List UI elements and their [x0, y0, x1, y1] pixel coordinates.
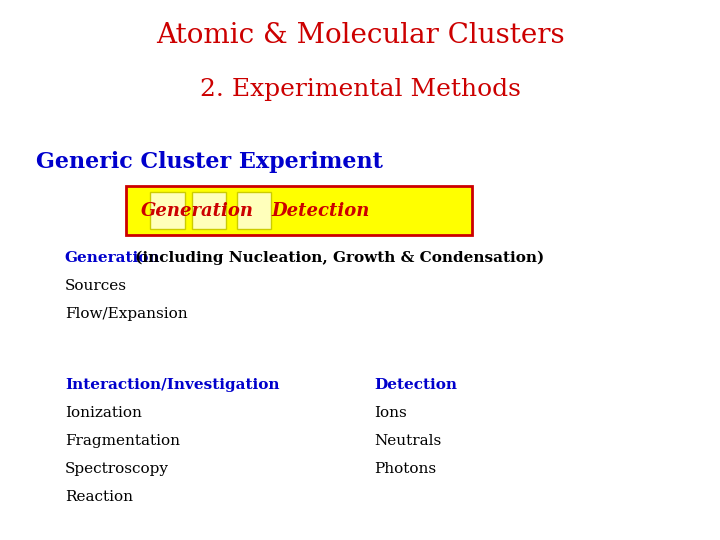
- Text: Ionization: Ionization: [65, 406, 142, 420]
- FancyBboxPatch shape: [126, 186, 472, 235]
- FancyBboxPatch shape: [192, 192, 226, 229]
- Text: Spectroscopy: Spectroscopy: [65, 462, 168, 476]
- Text: Detection: Detection: [271, 201, 369, 220]
- Text: Reaction: Reaction: [65, 490, 132, 504]
- Text: 2. Experimental Methods: 2. Experimental Methods: [199, 78, 521, 102]
- Text: Photons: Photons: [374, 462, 436, 476]
- Text: Generation: Generation: [65, 251, 161, 265]
- Text: Flow/Expansion: Flow/Expansion: [65, 307, 187, 321]
- Text: Neutrals: Neutrals: [374, 434, 441, 448]
- Text: Interaction/Investigation: Interaction/Investigation: [65, 378, 279, 392]
- FancyBboxPatch shape: [237, 192, 271, 229]
- Text: Ions: Ions: [374, 406, 407, 420]
- Text: Atomic & Molecular Clusters: Atomic & Molecular Clusters: [156, 22, 564, 49]
- Text: Generic Cluster Experiment: Generic Cluster Experiment: [36, 151, 383, 173]
- Text: Detection: Detection: [374, 378, 457, 392]
- Text: Sources: Sources: [65, 279, 127, 293]
- Text: Fragmentation: Fragmentation: [65, 434, 180, 448]
- Text: (including Nucleation, Growth & Condensation): (including Nucleation, Growth & Condensa…: [130, 251, 544, 266]
- FancyBboxPatch shape: [150, 192, 185, 229]
- Text: Generation: Generation: [140, 201, 253, 220]
